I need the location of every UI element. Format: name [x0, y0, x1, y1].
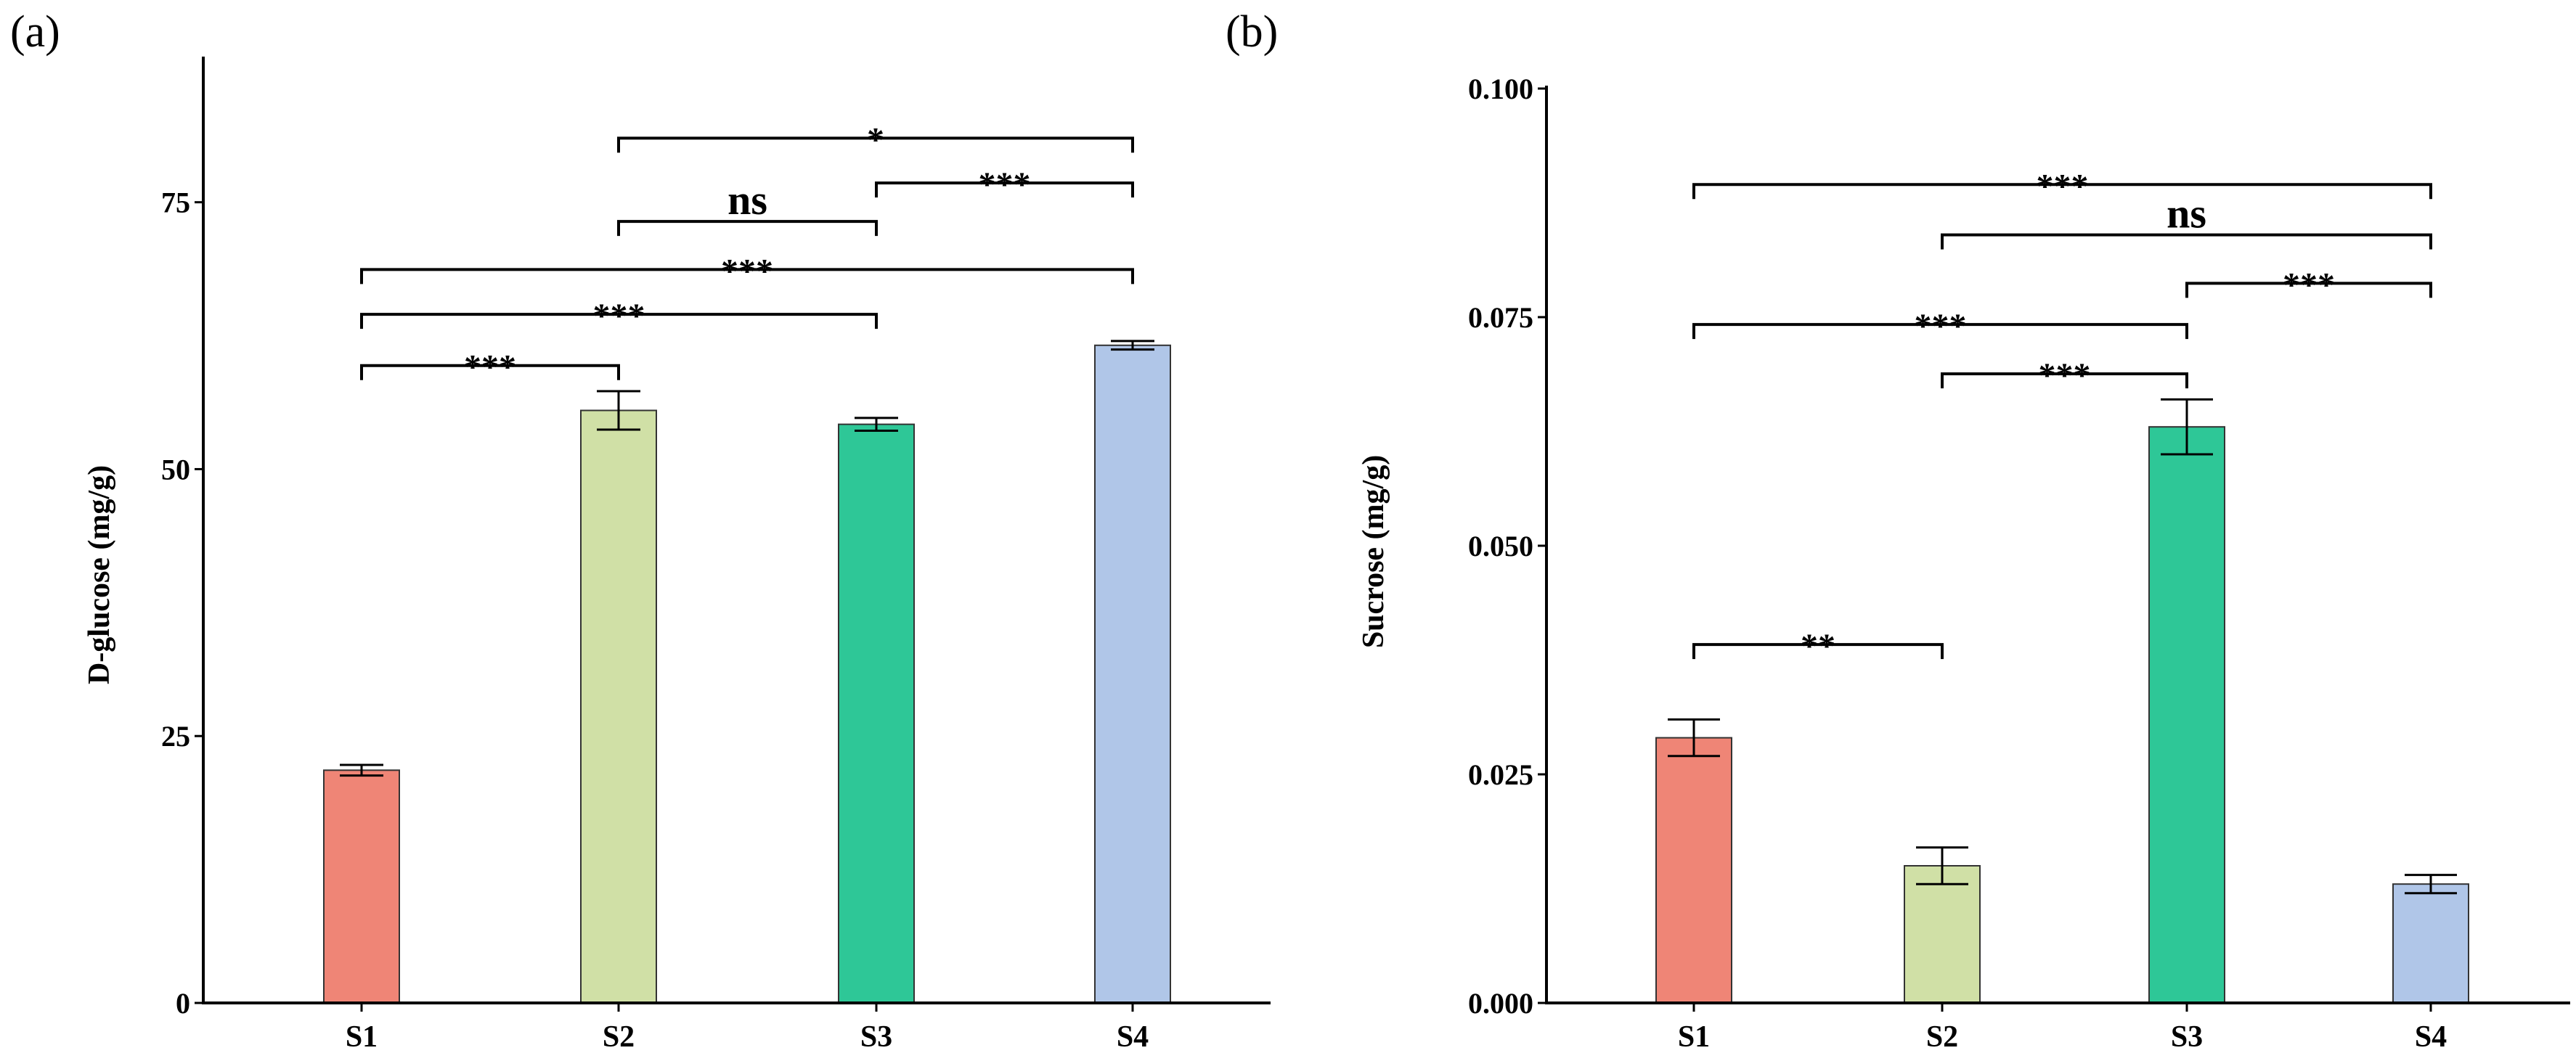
panel-b-y-tick-label: 0.075 — [1468, 301, 1533, 334]
panel-a-bar-s2 — [580, 409, 657, 1004]
panel-a-sig-bracket-s3-s4 — [875, 181, 1134, 198]
panel-a-sig-bracket-s1-s4 — [360, 268, 1134, 284]
panel-a-sig-label-s1-s2: *** — [464, 348, 516, 387]
panel-a-error-bar-s2 — [597, 390, 640, 431]
panel-a-x-tick-label-s2: S2 — [603, 1020, 635, 1054]
panel-a-sig-label-s1-s3: *** — [593, 297, 645, 335]
panel-a-y-tick-label: 50 — [161, 453, 190, 486]
panel-b-y-axis-title: Sucrose (mg/g) — [1357, 455, 1390, 648]
panel-b-x-tick-label-s4: S4 — [2415, 1020, 2447, 1054]
panel-a-sig-label-s3-s4: *** — [979, 165, 1031, 204]
panel-b-sig-bracket-s1-s2 — [1692, 643, 1944, 660]
panel-b-bar-s2 — [1904, 865, 1981, 1004]
panel-a-x-tick-label-s1: S1 — [346, 1020, 378, 1054]
panel-b-x-tick-label-s3: S3 — [2171, 1020, 2203, 1054]
panel-b-bar-s1 — [1655, 737, 1732, 1004]
panel-b-y-tick-label: 0.000 — [1468, 987, 1533, 1020]
panel-b-sig-label-s2-s3: *** — [2039, 356, 2091, 395]
panel-b-error-bar-s3 — [2161, 398, 2213, 456]
panel-a-y-tick-label: 75 — [161, 187, 190, 219]
panel-a-label: (a) — [10, 7, 60, 57]
panel-b-sig-bracket-s1-s3 — [1692, 323, 2188, 340]
panel-a-y-tick-label: 0 — [176, 987, 190, 1020]
panel-b-sig-bracket-s1-s4 — [1692, 183, 2432, 200]
panel-b-sig-bracket-s3-s4 — [2185, 282, 2432, 298]
panel-b-sig-bracket-s2-s4 — [1941, 233, 2432, 250]
panel-a-sig-label-s1-s4: *** — [721, 252, 773, 290]
panel-a-x-tick-label-s4: S4 — [1117, 1020, 1149, 1054]
panel-b-y-tick-label: 0.100 — [1468, 73, 1533, 105]
panel-a-error-bar-s4 — [1111, 340, 1154, 351]
panel-a-y-tick-label: 25 — [161, 720, 190, 753]
panel-b-sig-label-s3-s4: *** — [2283, 266, 2335, 304]
panel-b-bar-s4 — [2392, 883, 2469, 1004]
panel-b-y-tick-label: 0.025 — [1468, 758, 1533, 791]
panel-b-x-tick-label-s1: S1 — [1678, 1020, 1710, 1054]
panel-a-y-axis-title: D-glucose (mg/g) — [83, 465, 116, 684]
panel-a-sig-bracket-s2-s4 — [617, 136, 1134, 153]
panel-a-sig-bracket-s1-s2 — [360, 364, 620, 380]
panel-a-error-bar-s1 — [340, 763, 383, 777]
panel-a-bar-s4 — [1094, 344, 1171, 1004]
panel-b-label: (b) — [1226, 7, 1278, 57]
panel-b-sig-label-s1-s2: ** — [1801, 627, 1835, 665]
panel-b-sig-bracket-s2-s3 — [1941, 372, 2188, 389]
panel-a-x-tick-label-s3: S3 — [860, 1020, 892, 1054]
panel-a-sig-bracket-s1-s3 — [360, 313, 878, 329]
panel-a-bar-s1 — [323, 769, 400, 1004]
panel-b-sig-label-s2-s4: ns — [2167, 190, 2206, 237]
panel-a-bar-s3 — [838, 423, 915, 1004]
panel-a-sig-label-s2-s4: * — [867, 120, 884, 159]
panel-a-chart: (a) D-glucose (mg/g) 0 25 50 75 *** *** *** ns… — [10, 7, 1271, 1054]
panel-a-sig-bracket-s2-s3 — [617, 220, 878, 237]
panel-a-sig-label-s2-s3: ns — [727, 176, 767, 224]
panel-b-chart: (b) Sucrose (mg/g) 0.000 0.025 0.050 0.075 0… — [1226, 7, 2570, 1054]
panel-b-error-bar-s1 — [1668, 718, 1720, 758]
panel-b-bar-s3 — [2148, 426, 2225, 1004]
panel-b-x-tick-label-s2: S2 — [1926, 1020, 1958, 1054]
panel-b-error-bar-s2 — [1916, 846, 1968, 885]
panel-b-y-tick-label: 0.050 — [1468, 530, 1533, 562]
panel-b-sig-label-s1-s4: *** — [2037, 167, 2089, 205]
panel-b-sig-label-s1-s3: *** — [1915, 307, 1967, 345]
panel-a-error-bar-s3 — [855, 417, 898, 432]
panel-b-error-bar-s4 — [2405, 874, 2457, 895]
